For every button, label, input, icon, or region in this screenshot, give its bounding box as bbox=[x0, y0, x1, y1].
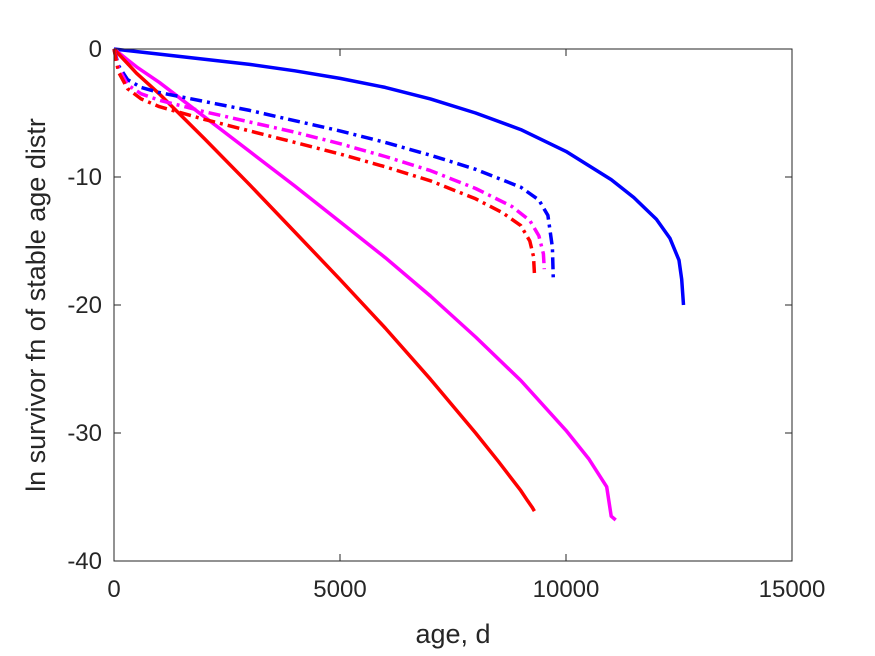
y-tick-label-0: 0 bbox=[89, 36, 102, 63]
series-layer bbox=[112, 47, 686, 522]
x-tick-label-1: 5000 bbox=[313, 576, 366, 603]
series-line-1 bbox=[113, 47, 686, 306]
tick-layer: 0 5000 10000 15000 0 -10 -20 -30 -40 bbox=[67, 36, 825, 603]
y-tick-label-3: -30 bbox=[67, 420, 102, 447]
x-tick-label-3: 15000 bbox=[759, 576, 826, 603]
series-line-5 bbox=[112, 48, 547, 270]
series-line-3 bbox=[112, 47, 536, 512]
y-tick-label-4: -40 bbox=[67, 548, 102, 575]
series-line-4 bbox=[112, 48, 556, 280]
y-axis-label: ln survivor fn of stable age distr bbox=[21, 118, 51, 492]
series-line-6 bbox=[112, 48, 537, 274]
x-axis-label: age, d bbox=[415, 619, 490, 649]
x-tick-label-2: 10000 bbox=[533, 576, 600, 603]
y-tick-label-2: -20 bbox=[67, 292, 102, 319]
series-line-2 bbox=[112, 47, 617, 522]
x-tick-label-0: 0 bbox=[107, 576, 120, 603]
y-tick-label-1: -10 bbox=[67, 164, 102, 191]
